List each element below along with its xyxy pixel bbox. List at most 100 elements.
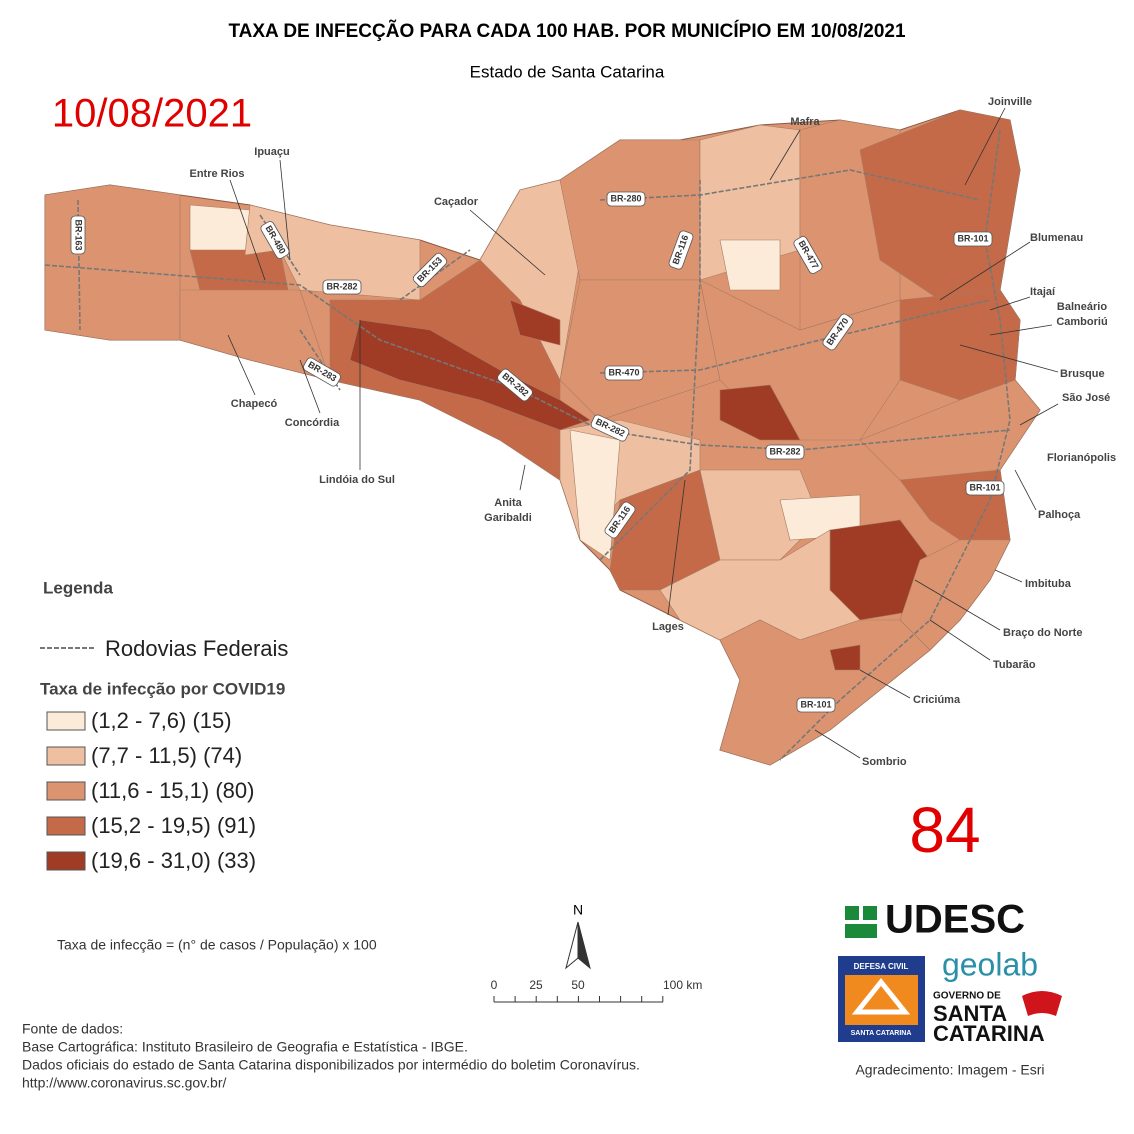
road-label-box bbox=[322, 279, 362, 295]
road-label-text: BR-101 bbox=[957, 233, 988, 243]
leader-line bbox=[299, 359, 321, 414]
municipality-region bbox=[719, 619, 931, 766]
city-label: Garibaldi bbox=[484, 512, 532, 524]
scale-bar: 0 25 50 100 km bbox=[491, 978, 702, 1003]
city-label: Criciúma bbox=[913, 694, 961, 706]
scale-label: 25 bbox=[529, 978, 543, 992]
city-label: Caçador bbox=[434, 196, 479, 208]
scale-label: 0 bbox=[491, 978, 498, 992]
city-label: Florianópolis bbox=[1047, 452, 1116, 464]
road-line bbox=[599, 169, 981, 201]
legend-swatch bbox=[46, 711, 86, 731]
municipality-region bbox=[719, 384, 801, 441]
road-label-box bbox=[822, 313, 854, 351]
road-line bbox=[599, 299, 991, 374]
road-label: BR-101 bbox=[965, 480, 1005, 496]
leader-line bbox=[989, 296, 1031, 311]
north-arrow bbox=[565, 921, 579, 970]
source-line: Fonte de dados: bbox=[22, 1021, 123, 1037]
road-label: BR-470 bbox=[604, 365, 644, 381]
legend: (1,2 - 7,6) (15) (7,7 - 11,5) (74) (11,6 -… bbox=[46, 708, 256, 873]
gov-logo: GOVERNO DE SANTA CATARINA bbox=[933, 991, 1062, 1046]
road-label-box bbox=[590, 414, 630, 442]
date: 10/08/2021 bbox=[52, 92, 252, 136]
leader-line bbox=[859, 669, 911, 699]
city-label: Lindóia do Sul bbox=[319, 474, 395, 486]
municipality-region bbox=[859, 109, 1021, 301]
defesa-civil-logo: DEFESA CIVIL SANTA CATARINA bbox=[838, 956, 925, 1042]
road-label-box bbox=[765, 444, 805, 460]
road-label: BR-282 bbox=[765, 444, 805, 460]
road-line bbox=[779, 129, 1011, 761]
scale-label: 100 km bbox=[663, 978, 702, 992]
city-label: Concórdia bbox=[285, 417, 340, 429]
municipality-region bbox=[509, 299, 561, 346]
udesc: UDESC bbox=[885, 898, 1025, 942]
municipality-region bbox=[349, 319, 591, 431]
city-label: Camboriú bbox=[1056, 316, 1107, 328]
legend-road-label: Rodovias Federais bbox=[105, 636, 288, 661]
road-label-text: BR-280 bbox=[610, 193, 641, 203]
logo-shape bbox=[863, 906, 877, 920]
gov-mid: SANTA bbox=[933, 1001, 1007, 1026]
legend-swatch bbox=[46, 781, 86, 801]
road-line bbox=[44, 264, 1011, 451]
leader-line bbox=[929, 619, 991, 661]
road-label-box bbox=[668, 230, 694, 270]
leader-line bbox=[914, 579, 1001, 631]
legend-swatch bbox=[46, 851, 86, 871]
legend-label: (11,6 - 15,1) (80) bbox=[91, 778, 254, 803]
municipality-region bbox=[244, 204, 421, 301]
road-label-text: BR-101 bbox=[800, 699, 831, 709]
legend-swatch bbox=[46, 816, 86, 836]
city-label: Palhoça bbox=[1038, 509, 1081, 521]
road-label-box bbox=[412, 252, 448, 288]
leader-line bbox=[964, 107, 1006, 186]
formula: Taxa de infecção = (n° de casos / Popula… bbox=[57, 937, 377, 953]
road-label-text: BR-282 bbox=[326, 281, 357, 291]
legend-label: (7,7 - 11,5) (74) bbox=[91, 743, 242, 768]
leader-line bbox=[994, 569, 1023, 583]
leader-line bbox=[814, 729, 861, 759]
city-label: Lages bbox=[652, 621, 684, 633]
leader-line bbox=[989, 324, 1053, 336]
city-label: São José bbox=[1062, 392, 1110, 404]
city-label: Ipuaçu bbox=[254, 146, 289, 158]
leader-line bbox=[227, 334, 256, 396]
source-line: http://www.coronavirus.sc.gov.br/ bbox=[22, 1075, 226, 1091]
road-label-text: BR-163 bbox=[74, 219, 84, 250]
leader-line bbox=[229, 179, 266, 281]
leader-line bbox=[1019, 403, 1059, 426]
gov-top: GOVERNO DE bbox=[933, 991, 1001, 1002]
road-label-box bbox=[303, 357, 341, 387]
city-label: Joinville bbox=[988, 96, 1032, 108]
legend-label: (19,6 - 31,0) (33) bbox=[91, 848, 256, 873]
scale-label: 50 bbox=[571, 978, 585, 992]
sources: Fonte de dados: Base Cartográfica: Instit… bbox=[22, 1021, 640, 1091]
legend-label: (1,2 - 7,6) (15) bbox=[91, 708, 232, 733]
city-label: Itajaí bbox=[1030, 286, 1056, 298]
road-label: BR-280 bbox=[606, 191, 646, 207]
road-label-box bbox=[965, 480, 1005, 496]
road-label-box bbox=[606, 191, 646, 207]
gov-bottom: CATARINA bbox=[933, 1021, 1045, 1046]
road-label: BR-163 bbox=[70, 215, 86, 255]
road-label-box bbox=[260, 221, 290, 259]
defesa-bottom: SANTA CATARINA bbox=[851, 1030, 912, 1037]
road-label-box bbox=[604, 365, 644, 381]
city-label: Sombrio bbox=[862, 756, 907, 768]
legend-label: (15,2 - 19,5) (91) bbox=[91, 813, 256, 838]
source-line: Base Cartográfica: Instituto Brasileiro … bbox=[22, 1039, 468, 1055]
road-label-box bbox=[70, 215, 86, 255]
road-label-box bbox=[793, 236, 823, 274]
leader-line bbox=[939, 241, 1031, 301]
road-label: BR-101 bbox=[953, 231, 993, 247]
road-label-box bbox=[497, 368, 533, 402]
city-label: Balneário bbox=[1057, 301, 1107, 313]
logo-shape bbox=[1022, 991, 1062, 1016]
leader-line bbox=[959, 344, 1059, 373]
city-label: Braço do Norte bbox=[1003, 627, 1082, 639]
north-arrow bbox=[577, 921, 591, 970]
